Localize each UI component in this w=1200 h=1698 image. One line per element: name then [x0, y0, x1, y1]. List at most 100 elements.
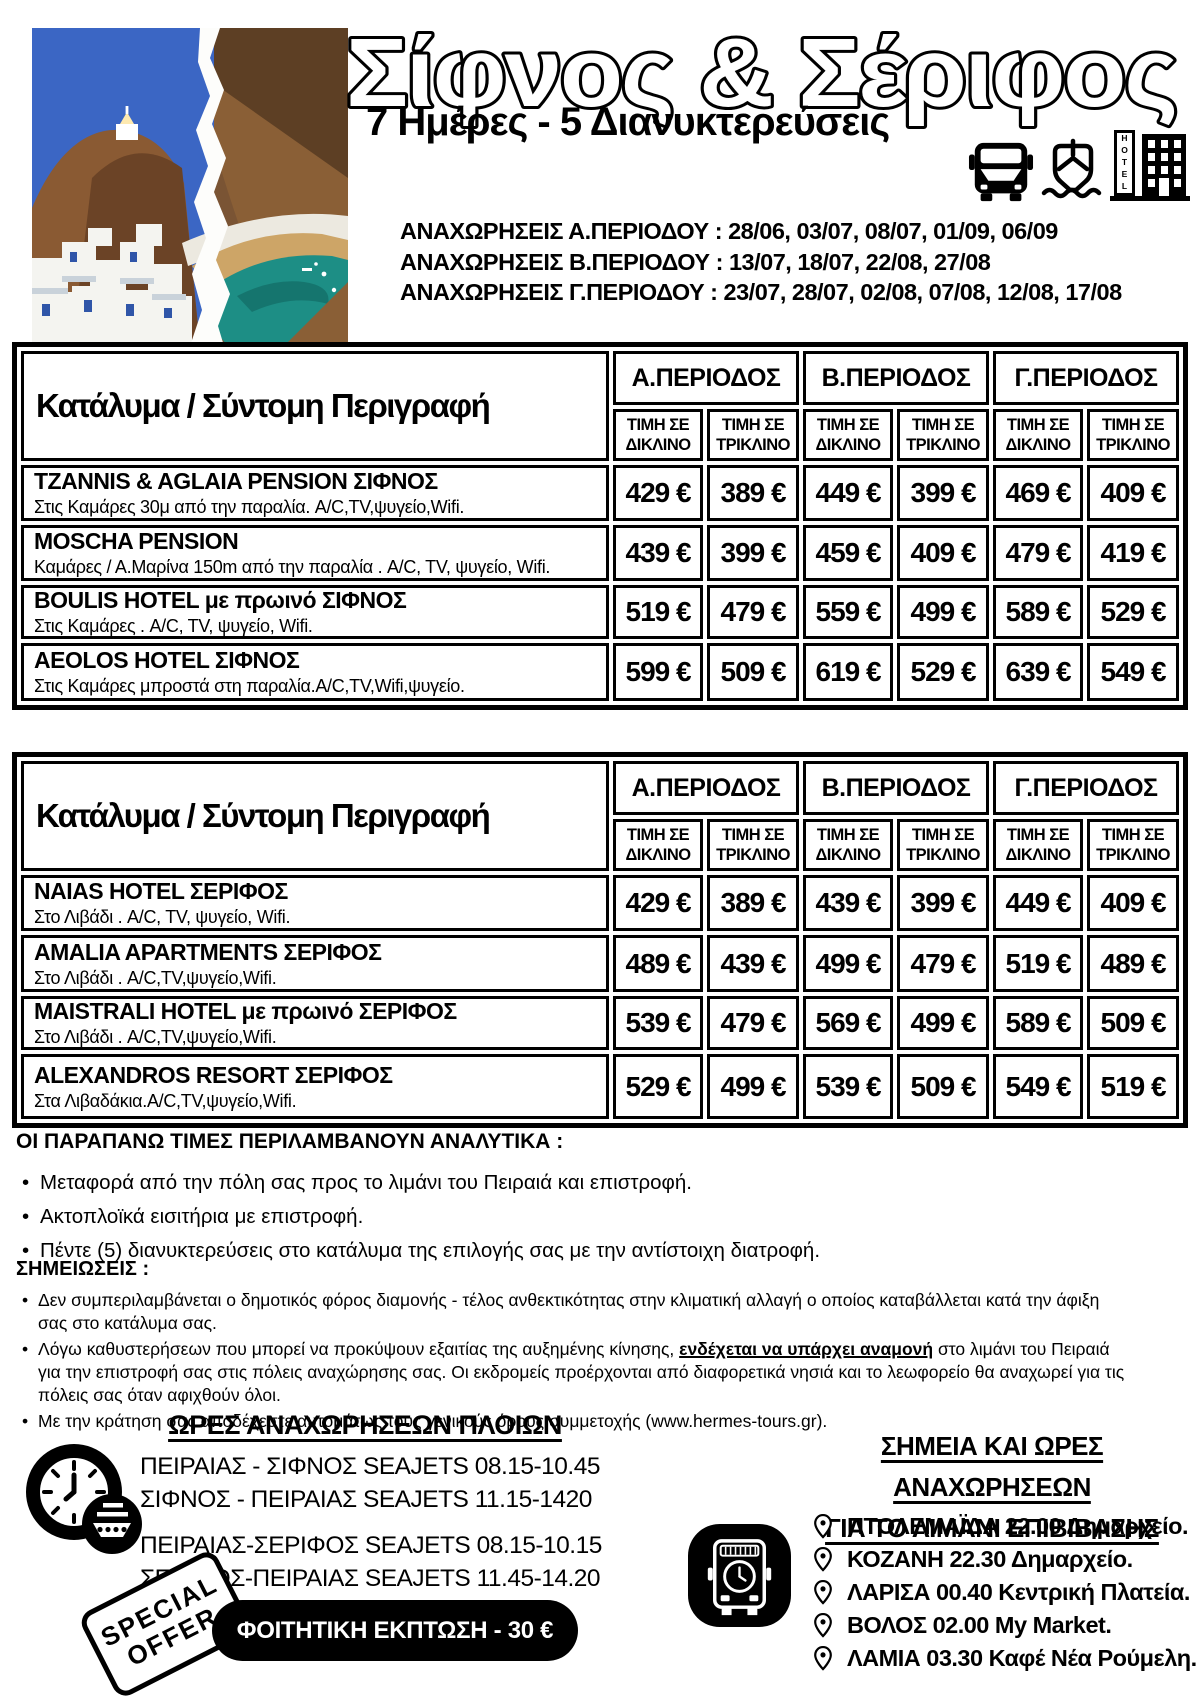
- stop-label: ΒΟΛΟΣ 02.00 My Market.: [847, 1612, 1112, 1638]
- map-pin-icon: [814, 1579, 832, 1605]
- stop-label: ΠΤΟΛΕΜΑΪΔΑ 22.00 Δημαρχείο.: [847, 1513, 1189, 1539]
- price-double-header: ΤΙΜΗ ΣΕ ΔΙΚΛΙΝΟ: [803, 409, 894, 461]
- price-triple-header: ΤΙΜΗ ΣΕ ΤΡΙΚΛΙΝΟ: [897, 819, 989, 871]
- price-cell: 569 €: [803, 996, 894, 1050]
- bus-clock-icon: [688, 1524, 791, 1627]
- list-item: Πέντε (5) διανυκτερεύσεις στο κατάλυμα τ…: [16, 1234, 1176, 1268]
- hotel-name: MOSCHA PENSION: [34, 528, 239, 554]
- stop-label: ΛΑΡΙΣΑ 00.40 Κεντρική Πλατεία.: [847, 1579, 1190, 1605]
- period-b-header: Β.ΠΕΡΙΟΔΟΣ: [803, 761, 989, 815]
- map-pin-icon: [814, 1546, 832, 1572]
- table-row: NAIAS HOTEL ΣΕΡΙΦΟΣ Στο Λιβάδι . A/C, TV…: [21, 875, 609, 931]
- price-triple-header: ΤΙΜΗ ΣΕ ΤΡΙΚΛΙΝΟ: [707, 409, 799, 461]
- list-item: ΛΑΡΙΣΑ 00.40 Κεντρική Πλατεία.: [812, 1576, 1197, 1609]
- hotel-description: Καμάρες / Α.Μαρίνα 150m από την παραλία …: [34, 557, 551, 577]
- price-cell: 479 €: [897, 935, 989, 992]
- ferry-times-heading: ΩΡΕΣ ΑΝΑΧΩΡΗΣΕΩΝ ΠΛΟΙΩΝ: [168, 1410, 562, 1440]
- period-a-header: Α.ΠΕΡΙΟΔΟΣ: [613, 351, 799, 405]
- price-cell: 509 €: [1087, 996, 1179, 1050]
- price-cell: 519 €: [993, 935, 1084, 992]
- hotel-sign-label: HOTEL: [1119, 133, 1130, 193]
- price-cell: 469 €: [993, 465, 1084, 521]
- price-cell: 479 €: [993, 525, 1084, 581]
- table-corner-header: Κατάλυμα / Σύντομη Περιγραφή: [21, 761, 609, 871]
- price-cell: 389 €: [707, 465, 799, 521]
- period-b-header: Β.ΠΕΡΙΟΔΟΣ: [803, 351, 989, 405]
- boarding-stops-list: ΠΤΟΛΕΜΑΪΔΑ 22.00 Δημαρχείο. ΚΟΖΑΝΗ 22.30…: [812, 1510, 1197, 1675]
- table-row: BOULIS HOTEL με πρωινό ΣΙΦΝΟΣ Στις Καμάρ…: [21, 585, 609, 639]
- price-cell: 639 €: [993, 643, 1084, 701]
- page-title: Σίφνος & Σέριφος: [346, 18, 1176, 127]
- period-c-header: Γ.ΠΕΡΙΟΔΟΣ: [993, 761, 1179, 815]
- price-double-header: ΤΙΜΗ ΣΕ ΔΙΚΛΙΝΟ: [993, 409, 1084, 461]
- hotel-name: TZANNIS & AGLAIA PENSION ΣΙΦΝΟΣ: [34, 468, 438, 494]
- price-cell: 619 €: [803, 643, 894, 701]
- table-row: TZANNIS & AGLAIA PENSION ΣΙΦΝΟΣ Στις Καμ…: [21, 465, 609, 521]
- price-double-header: ΤΙΜΗ ΣΕ ΔΙΚΛΙΝΟ: [993, 819, 1084, 871]
- list-item: Ακτοπλοϊκά εισιτήρια με επιστροφή.: [16, 1200, 1176, 1234]
- price-cell: 439 €: [613, 525, 704, 581]
- price-cell: 519 €: [613, 585, 704, 639]
- price-double-header: ΤΙΜΗ ΣΕ ΔΙΚΛΙΝΟ: [613, 819, 704, 871]
- departures-period-b: ΑΝΑΧΩΡΗΣΕΙΣ Β.ΠΕΡΙΟΔΟΥ : 13/07, 18/07, 2…: [400, 248, 991, 275]
- island-photo: [32, 28, 348, 346]
- note-text: Δεν συμπεριλαμβάνεται ο δημοτικός φόρος …: [38, 1290, 1100, 1333]
- price-cell: 539 €: [613, 996, 704, 1050]
- list-item: ΠΤΟΛΕΜΑΪΔΑ 22.00 Δημαρχείο.: [812, 1510, 1197, 1543]
- serifos-price-table: Κατάλυμα / Σύντομη Περιγραφή Α.ΠΕΡΙΟΔΟΣ …: [12, 752, 1188, 1128]
- stop-label: ΛΑΜΙΑ 03.30 Καφέ Νέα Ρούμελη.: [847, 1645, 1197, 1671]
- price-cell: 489 €: [1087, 935, 1179, 992]
- map-pin-icon: [814, 1612, 832, 1638]
- price-cell: 399 €: [897, 875, 989, 931]
- notes-section: ΣΗΜΕΙΩΣΕΙΣ : Δεν συμπεριλαμβάνεται ο δημ…: [16, 1258, 1126, 1436]
- table-row: MAISTRALI HOTEL με πρωινό ΣΕΡΙΦΟΣ Στο Λι…: [21, 996, 609, 1050]
- price-cell: 439 €: [707, 935, 799, 992]
- bus-icon: [968, 142, 1034, 202]
- price-cell: 539 €: [803, 1054, 894, 1119]
- departures-period-a: ΑΝΑΧΩΡΗΣΕΙΣ Α.ΠΕΡΙΟΔΟΥ : 28/06, 03/07, 0…: [400, 218, 1058, 244]
- ship-icon: [1041, 138, 1102, 199]
- list-item: ΚΟΖΑΝΗ 22.30 Δημαρχείο.: [812, 1543, 1197, 1576]
- hotel-ground: [1110, 196, 1190, 201]
- note-item: Με την κράτηση σας αποδέχεστε αυτομάτως …: [16, 1410, 1126, 1433]
- price-cell: 529 €: [613, 1054, 704, 1119]
- includes-section: ΟΙ ΠΑΡΑΠΑΝΩ ΤΙΜΕΣ ΠΕΡΙΛΑΜΒΑΝΟΥΝ ΑΝΑΛΥΤΙΚ…: [16, 1130, 1176, 1268]
- island-photo-art: [32, 28, 348, 346]
- price-cell: 439 €: [803, 875, 894, 931]
- transport-icons: HOTEL: [962, 130, 1190, 210]
- price-cell: 409 €: [1087, 465, 1179, 521]
- price-cell: 549 €: [993, 1054, 1084, 1119]
- hotel-description: Στις Καμάρες μπροστά στη παραλία.A/C,TV,…: [34, 676, 465, 696]
- price-cell: 429 €: [613, 875, 704, 931]
- hotel-name: AEOLOS HOTEL ΣΙΦΝΟΣ: [34, 647, 300, 673]
- price-cell: 459 €: [803, 525, 894, 581]
- map-pin-icon: [814, 1645, 832, 1671]
- price-cell: 499 €: [803, 935, 894, 992]
- price-cell: 529 €: [1087, 585, 1179, 639]
- hotel-building: [1142, 134, 1186, 196]
- price-cell: 519 €: [1087, 1054, 1179, 1119]
- price-cell: 399 €: [707, 525, 799, 581]
- note-item: Λόγω καθυστερήσεων που μπορεί να προκύψο…: [16, 1338, 1126, 1407]
- price-cell: 409 €: [897, 525, 989, 581]
- price-cell: 599 €: [613, 643, 704, 701]
- price-cell: 479 €: [707, 585, 799, 639]
- price-cell: 559 €: [803, 585, 894, 639]
- ferry-line: ΠΕΙΡΑΙΑΣ - ΣΙΦΝΟΣ SEAJETS 08.15-10.45: [140, 1453, 600, 1480]
- list-item: ΒΟΛΟΣ 02.00 My Market.: [812, 1609, 1197, 1642]
- student-discount-banner: ΦΟΙΤΗΤΙΚΗ ΕΚΠΤΩΣΗ - 30 €: [212, 1600, 578, 1661]
- clock-ship-icon: [26, 1444, 142, 1554]
- table-row: AMALIA APARTMENTS ΣΕΡΙΦΟΣ Στο Λιβάδι . A…: [21, 935, 609, 992]
- page-title-art: Σίφνος & Σέριφος: [343, 16, 1181, 130]
- period-a-header: Α.ΠΕΡΙΟΔΟΣ: [613, 761, 799, 815]
- boarding-points-heading: ΣΗΜΕΙΑ ΚΑΙ ΩΡΕΣ ΑΝΑΧΩΡΗΣΕΩΝ ΓΙΑ ΤΟ ΛΙΜΑΝ…: [790, 1426, 1194, 1549]
- list-item: ΛΑΜΙΑ 03.30 Καφέ Νέα Ρούμελη.: [812, 1642, 1197, 1675]
- price-cell: 449 €: [803, 465, 894, 521]
- hotel-name: MAISTRALI HOTEL με πρωινό ΣΕΡΙΦΟΣ: [34, 998, 457, 1024]
- price-triple-header: ΤΙΜΗ ΣΕ ΤΡΙΚΛΙΝΟ: [1087, 819, 1179, 871]
- price-cell: 529 €: [897, 643, 989, 701]
- table-row: ALEXANDROS RESORT ΣΕΡΙΦΟΣ Στα Λιβαδάκια.…: [21, 1054, 609, 1119]
- price-cell: 479 €: [707, 996, 799, 1050]
- price-double-header: ΤΙΜΗ ΣΕ ΔΙΚΛΙΝΟ: [803, 819, 894, 871]
